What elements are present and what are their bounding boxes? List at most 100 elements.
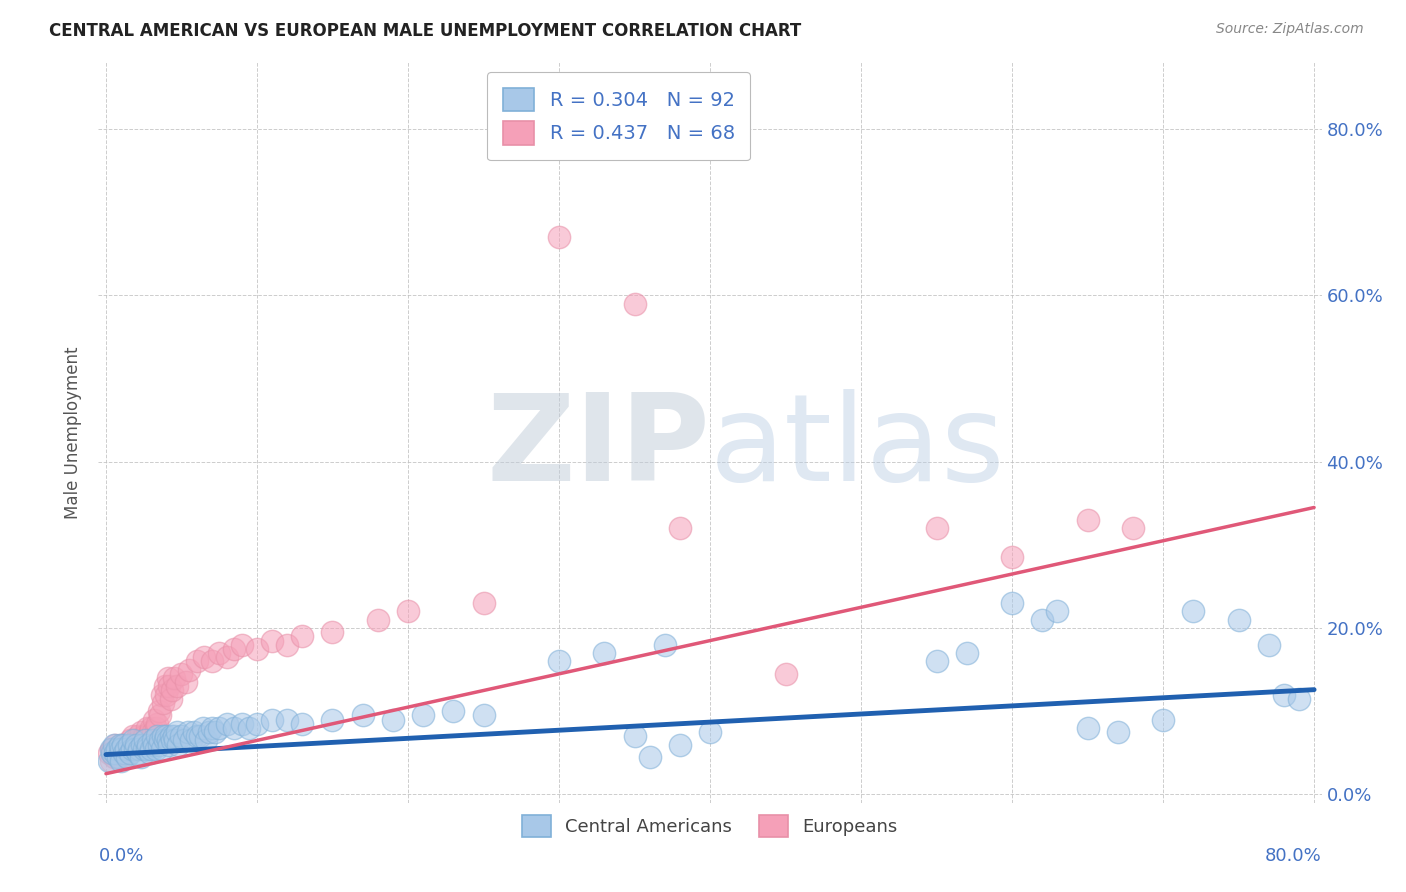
Point — [117, 741, 139, 756]
Point — [321, 625, 343, 640]
Point — [141, 721, 163, 735]
Point — [183, 725, 205, 739]
Point — [155, 729, 177, 743]
Point — [166, 725, 188, 739]
Point — [115, 738, 138, 752]
Point — [125, 733, 148, 747]
Point — [110, 741, 132, 756]
Point — [224, 721, 246, 735]
Point — [174, 675, 197, 690]
Point — [107, 750, 129, 764]
Point — [412, 708, 434, 723]
Point — [132, 741, 155, 756]
Point — [146, 716, 169, 731]
Point — [775, 666, 797, 681]
Point — [472, 708, 495, 723]
Legend: Central Americans, Europeans: Central Americans, Europeans — [513, 805, 907, 846]
Point — [100, 741, 122, 756]
Point — [120, 733, 142, 747]
Point — [112, 746, 135, 760]
Text: CENTRAL AMERICAN VS EUROPEAN MALE UNEMPLOYMENT CORRELATION CHART: CENTRAL AMERICAN VS EUROPEAN MALE UNEMPL… — [49, 22, 801, 40]
Point — [134, 733, 156, 747]
Point — [132, 729, 155, 743]
Point — [193, 650, 215, 665]
Point — [103, 738, 125, 752]
Point — [101, 741, 124, 756]
Point — [145, 741, 167, 756]
Point — [114, 741, 136, 756]
Point — [262, 713, 284, 727]
Point — [208, 646, 231, 660]
Point — [145, 721, 167, 735]
Point — [669, 738, 692, 752]
Point — [142, 733, 165, 747]
Point — [246, 716, 269, 731]
Point — [262, 633, 284, 648]
Point — [156, 671, 179, 685]
Point — [1077, 721, 1099, 735]
Point — [1046, 605, 1069, 619]
Point — [1288, 691, 1310, 706]
Point — [108, 738, 131, 752]
Point — [1182, 605, 1205, 619]
Y-axis label: Male Unemployment: Male Unemployment — [65, 346, 83, 519]
Point — [101, 746, 124, 760]
Point — [1272, 688, 1295, 702]
Point — [160, 691, 183, 706]
Point — [367, 613, 389, 627]
Point — [396, 605, 419, 619]
Point — [139, 746, 162, 760]
Point — [121, 741, 143, 756]
Point — [201, 721, 224, 735]
Point — [124, 741, 146, 756]
Point — [150, 741, 173, 756]
Point — [156, 733, 179, 747]
Point — [98, 754, 121, 768]
Point — [155, 688, 177, 702]
Point — [100, 754, 122, 768]
Point — [638, 750, 661, 764]
Point — [110, 754, 132, 768]
Point — [162, 733, 184, 747]
Point — [177, 663, 200, 677]
Point — [149, 708, 172, 723]
Point — [117, 738, 139, 752]
Point — [623, 296, 645, 310]
Point — [141, 741, 163, 756]
Point — [215, 716, 238, 731]
Point — [131, 733, 153, 747]
Point — [186, 654, 208, 668]
Point — [105, 741, 128, 756]
Point — [197, 725, 219, 739]
Text: Source: ZipAtlas.com: Source: ZipAtlas.com — [1216, 22, 1364, 37]
Point — [143, 713, 166, 727]
Point — [160, 729, 183, 743]
Point — [125, 738, 148, 752]
Point — [111, 746, 134, 760]
Point — [276, 638, 298, 652]
Point — [1227, 613, 1250, 627]
Point — [111, 738, 134, 752]
Point — [246, 641, 269, 656]
Point — [98, 746, 121, 760]
Point — [925, 521, 948, 535]
Point — [135, 721, 157, 735]
Point — [1122, 521, 1144, 535]
Point — [104, 738, 127, 752]
Point — [291, 629, 314, 643]
Point — [165, 733, 187, 747]
Point — [170, 729, 193, 743]
Point — [129, 750, 152, 764]
Point — [276, 713, 298, 727]
Point — [153, 679, 176, 693]
Point — [139, 725, 162, 739]
Text: 0.0%: 0.0% — [98, 847, 143, 865]
Point — [129, 725, 152, 739]
Point — [157, 679, 180, 693]
Point — [143, 738, 166, 752]
Point — [173, 733, 195, 747]
Point — [134, 733, 156, 747]
Point — [163, 671, 186, 685]
Point — [122, 729, 145, 743]
Point — [180, 733, 202, 747]
